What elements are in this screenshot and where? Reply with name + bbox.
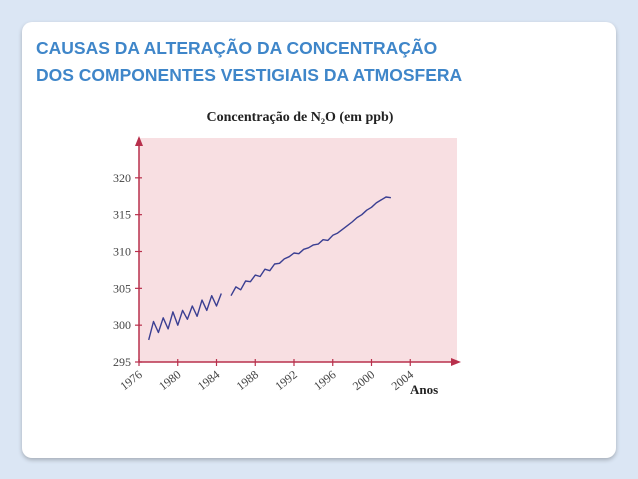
- x-tick-label: 1980: [156, 367, 184, 393]
- chart-title: Concentração de N₂O (em ppb): [207, 110, 394, 125]
- axis-arrow: [135, 136, 143, 146]
- x-tick-label: 1988: [234, 367, 262, 393]
- y-tick-label: 300: [113, 318, 131, 332]
- x-tick-label: 2000: [350, 367, 378, 393]
- x-tick-label: 1992: [272, 367, 300, 393]
- y-tick-label: 320: [113, 171, 131, 185]
- y-tick-label: 305: [113, 281, 131, 295]
- y-tick-label: 295: [113, 355, 131, 369]
- slide-title: DOS COMPONENTES VESTIGIAIS DA ATMOSFERA: [36, 65, 463, 85]
- data-line: [148, 196, 391, 341]
- slide-title: CAUSAS DA ALTERAÇÃO DA CONCENTRAÇÃO: [36, 38, 438, 58]
- axis-arrow: [451, 358, 461, 366]
- y-tick-label: 310: [113, 245, 131, 259]
- x-tick-label: 1996: [311, 367, 339, 393]
- x-tick-label: 1984: [195, 367, 223, 393]
- y-tick-label: 315: [113, 208, 131, 222]
- plot-background: [139, 138, 457, 362]
- x-axis-label: Anos: [410, 382, 438, 397]
- x-tick-label: 1976: [117, 367, 145, 393]
